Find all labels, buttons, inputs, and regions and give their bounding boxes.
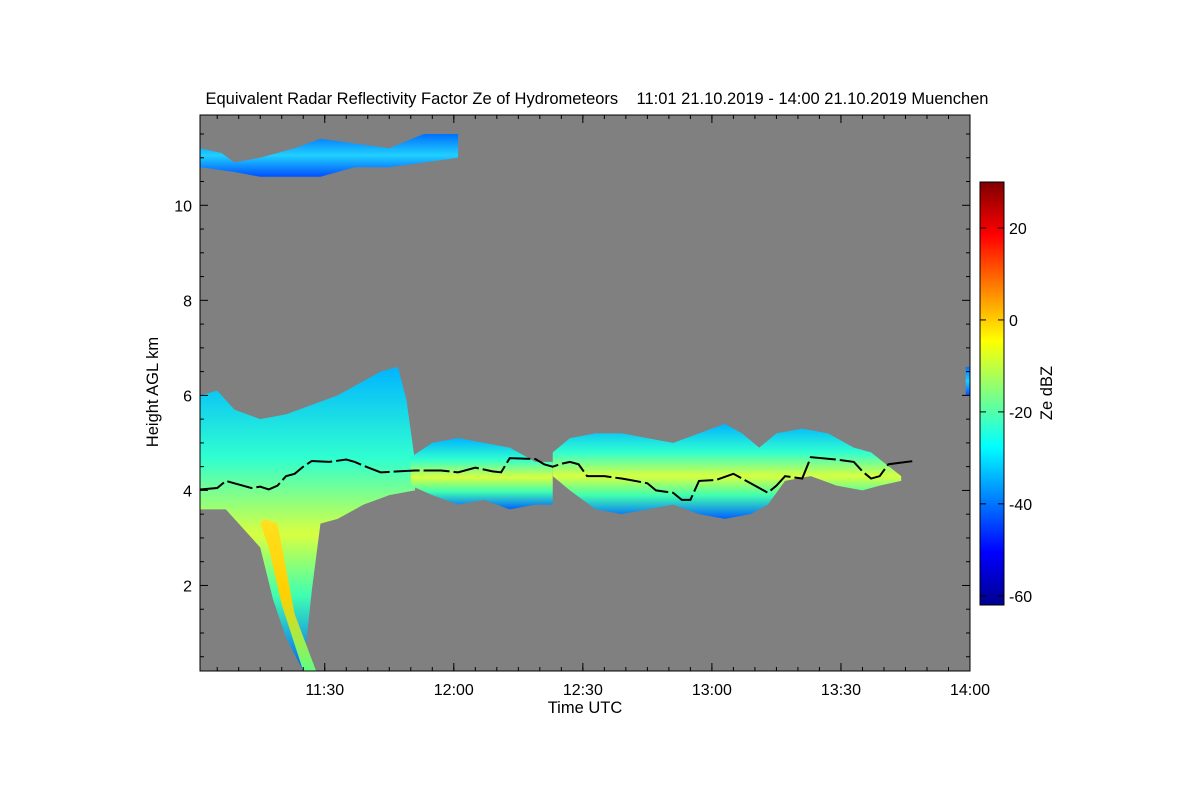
x-tick-label: 12:30 bbox=[563, 682, 603, 699]
y-tick-label: 8 bbox=[183, 293, 192, 310]
echo-east-edge-fragment bbox=[965, 366, 970, 396]
y-tick-label: 2 bbox=[183, 578, 192, 595]
echo-high-cirrus bbox=[200, 134, 459, 177]
echo-layer bbox=[200, 134, 970, 671]
y-tick-label: 10 bbox=[174, 198, 192, 215]
x-axis-label: Time UTC bbox=[548, 699, 623, 717]
echo-main-layer-middle bbox=[410, 438, 553, 510]
colorbar-tick-label: 0 bbox=[1009, 313, 1018, 330]
y-tick-label: 4 bbox=[183, 483, 192, 500]
x-tick-label: 13:00 bbox=[692, 682, 732, 699]
echo-precipitation-streak bbox=[260, 518, 317, 671]
melting-layer-line bbox=[200, 456, 915, 501]
x-tick-label: 14:00 bbox=[950, 682, 990, 699]
melting-layer-polyline bbox=[200, 456, 915, 501]
x-tick-label: 11:30 bbox=[305, 682, 344, 699]
colorbar-ticks: 20 0 -20 -40 -60 bbox=[980, 221, 1032, 606]
colorbar-tick-label: -60 bbox=[1009, 589, 1032, 606]
echo-main-layer-west bbox=[200, 366, 416, 671]
chart-title: Equivalent Radar Reflectivity Factor Ze … bbox=[206, 90, 989, 108]
colorbar bbox=[979, 181, 1005, 606]
colorbar-label: Ze dBZ bbox=[1038, 366, 1056, 420]
x-axis-ticks: 11:30 12:00 12:30 13:00 13:30 14:00 bbox=[216, 115, 990, 699]
colorbar-tick-label: 20 bbox=[1009, 221, 1027, 238]
x-tick-label: 12:00 bbox=[434, 682, 474, 699]
x-tick-label: 13:30 bbox=[821, 682, 861, 699]
echo-main-layer-east bbox=[552, 423, 902, 519]
colorbar-tick-label: -20 bbox=[1009, 405, 1032, 422]
plot-background bbox=[200, 115, 970, 671]
y-axis-label: Height AGL km bbox=[144, 337, 162, 447]
colorbar-tick-label: -40 bbox=[1009, 497, 1032, 514]
plot-frame bbox=[199, 114, 971, 672]
y-tick-label: 6 bbox=[183, 388, 192, 405]
y-axis-ticks: 2 4 6 8 10 bbox=[174, 133, 970, 658]
